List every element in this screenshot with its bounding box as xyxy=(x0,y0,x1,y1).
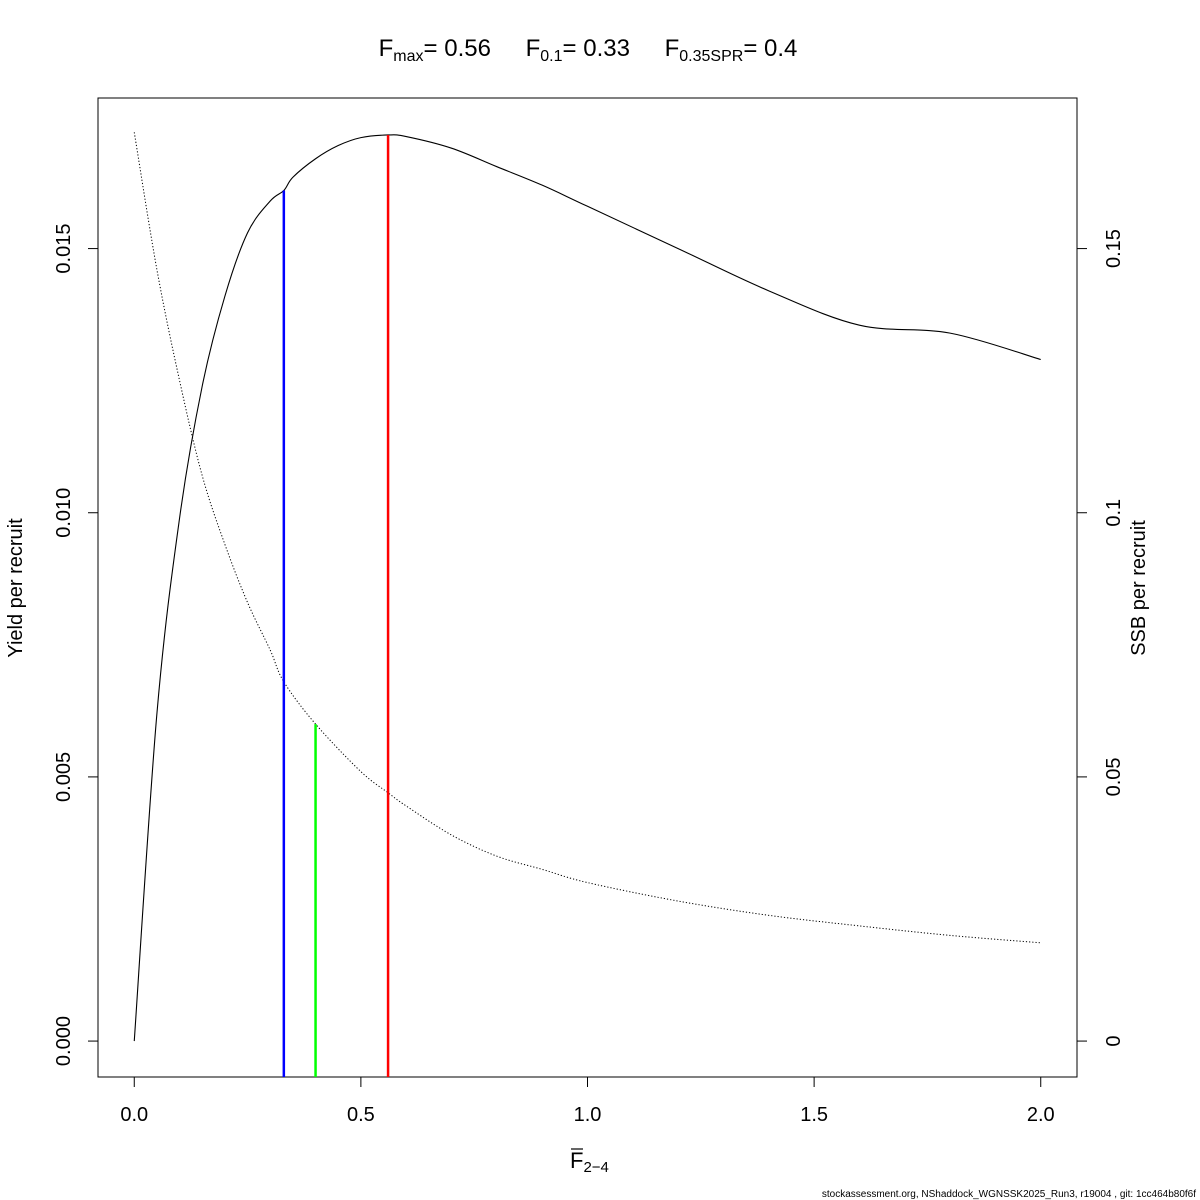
title-fmax-label: F xyxy=(379,35,394,62)
x-axis: 0.0 0.5 1.0 1.5 2.0 xyxy=(120,1077,1055,1126)
x-tick-label: 1.0 xyxy=(574,1104,602,1126)
yield-per-recruit-curve xyxy=(133,134,1041,1042)
reference-lines xyxy=(282,134,390,1077)
y-left-tick-label: 0.015 xyxy=(53,224,75,274)
title-fspr-label: F xyxy=(665,35,680,62)
y-left-tick-label: 0.000 xyxy=(53,1016,75,1066)
y-right-tick-label: 0.15 xyxy=(1103,229,1125,268)
plot-frame xyxy=(97,97,1078,1078)
y-axis-left: 0.000 0.005 0.010 0.015 xyxy=(53,224,98,1066)
y-left-tick-label: 0.005 xyxy=(53,752,75,802)
svg-text:F2−4: F2−4 xyxy=(570,1148,609,1176)
chart-title: Fmax= 0.56 F0.1= 0.33 F0.35SPR= 0.4 xyxy=(379,35,798,65)
x-tick-label: 0.0 xyxy=(120,1104,148,1126)
footer-credit: stockassessment.org, NShaddock_WGNSSK202… xyxy=(822,1189,1196,1200)
title-fmax-sub: max xyxy=(393,48,423,65)
title-fspr-sub: 0.35SPR xyxy=(679,48,743,65)
ssb-per-recruit-curve xyxy=(133,132,1041,944)
y-right-tick-label: 0.05 xyxy=(1103,757,1125,796)
title-f01-sub: 0.1 xyxy=(540,48,562,65)
x-axis-label: F2−4 xyxy=(570,1148,609,1176)
y-right-tick-label: 0 xyxy=(1103,1036,1125,1047)
y-axis-right-label: SSB per recruit xyxy=(1128,520,1150,656)
title-fmax-value: = 0.56 xyxy=(424,35,491,62)
x-tick-label: 0.5 xyxy=(347,1104,375,1126)
y-axis-right: 0 0.05 0.1 0.15 xyxy=(1077,229,1125,1047)
title-f01-value: = 0.33 xyxy=(563,35,630,62)
series-layer xyxy=(133,132,1041,1042)
y-axis-left-label: Yield per recruit xyxy=(5,518,27,658)
x-axis-label-text: F xyxy=(570,1148,583,1173)
x-tick-label: 1.5 xyxy=(800,1104,828,1126)
x-axis-label-sub: 2−4 xyxy=(583,1159,608,1176)
y-left-tick-label: 0.010 xyxy=(53,488,75,538)
x-tick-label: 2.0 xyxy=(1027,1104,1055,1126)
title-f01-label: F xyxy=(526,35,541,62)
title-fspr-value: = 0.4 xyxy=(743,35,797,62)
y-right-tick-label: 0.1 xyxy=(1103,499,1125,527)
